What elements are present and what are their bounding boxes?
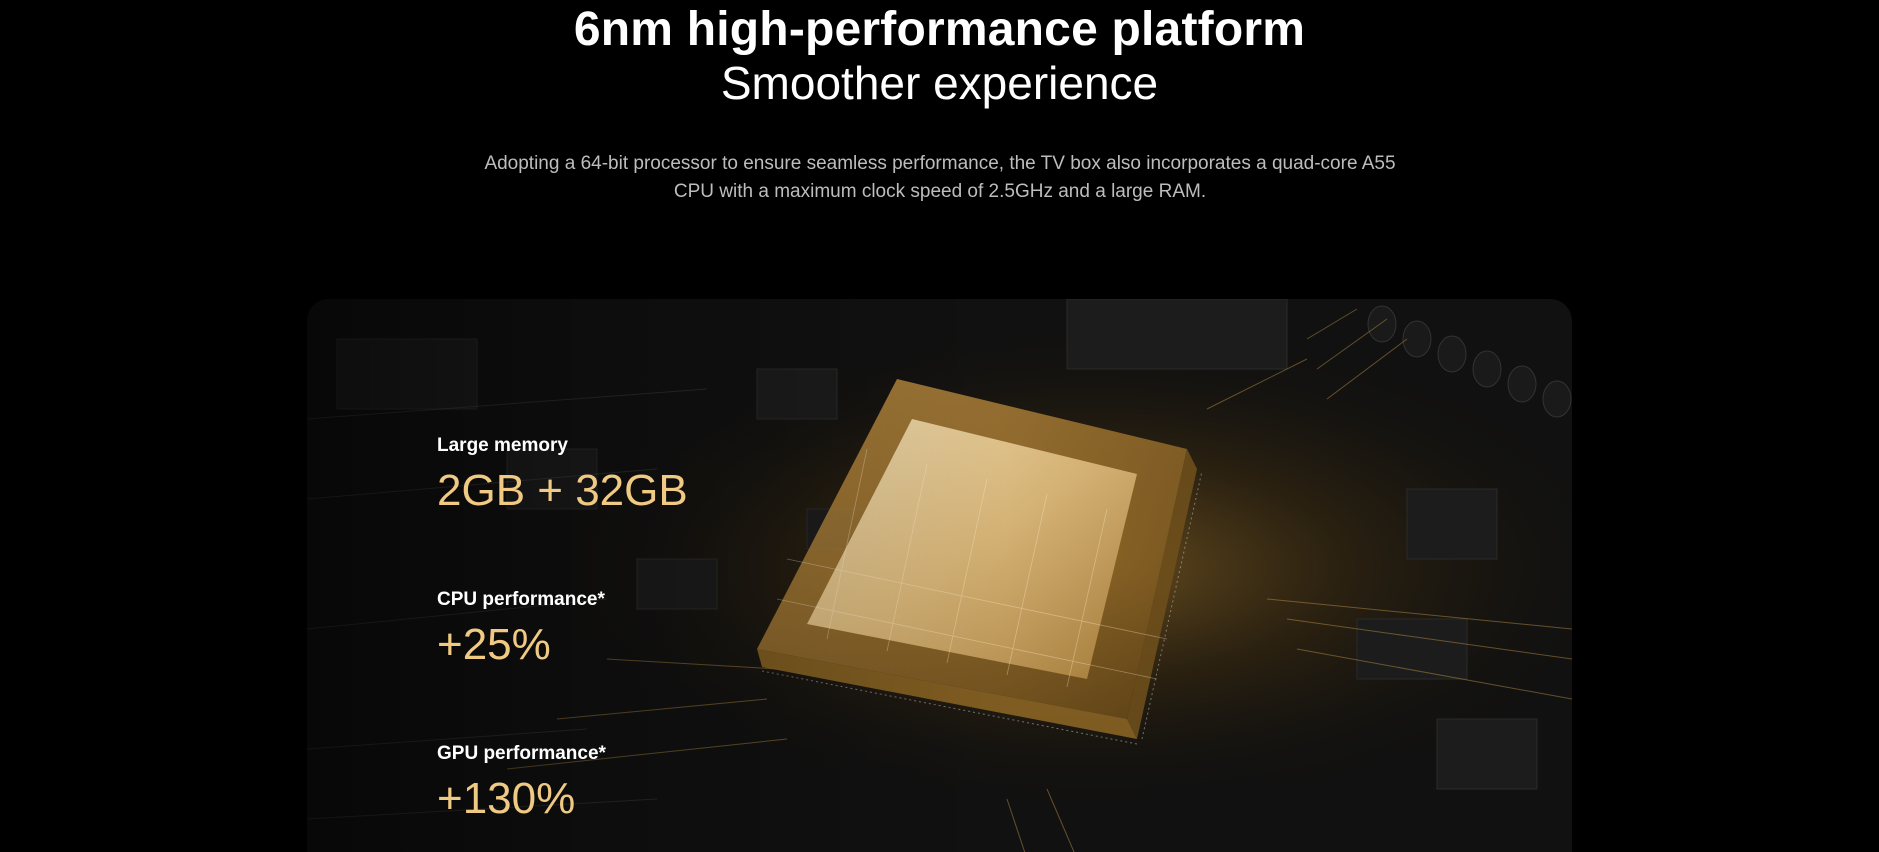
- spec-label: Large memory: [437, 435, 568, 456]
- spec-value: 2GB + 32GB: [437, 466, 688, 515]
- spec-gpu: GPU performance* +130%: [437, 741, 606, 827]
- page-subtitle: Smoother experience: [720, 57, 1159, 109]
- chip-feature-panel: Large memory 2GB + 32GB CPU performance*…: [307, 299, 1572, 852]
- page-title: 6nm high-performance platform: [573, 3, 1306, 56]
- description-line-2: CPU with a maximum clock speed of 2.5GHz…: [673, 181, 1207, 202]
- description: Adopting a 64-bit processor to ensure se…: [440, 150, 1440, 206]
- spec-value: +25%: [437, 620, 551, 669]
- spec-label: GPU performance*: [437, 743, 606, 764]
- spec-label: CPU performance*: [437, 589, 605, 610]
- spec-memory: Large memory 2GB + 32GB: [437, 433, 688, 519]
- description-line-1: Adopting a 64-bit processor to ensure se…: [484, 153, 1396, 174]
- spec-value: +130%: [437, 774, 576, 823]
- chip-icon: [307, 299, 1572, 852]
- spec-cpu: CPU performance* +25%: [437, 587, 605, 673]
